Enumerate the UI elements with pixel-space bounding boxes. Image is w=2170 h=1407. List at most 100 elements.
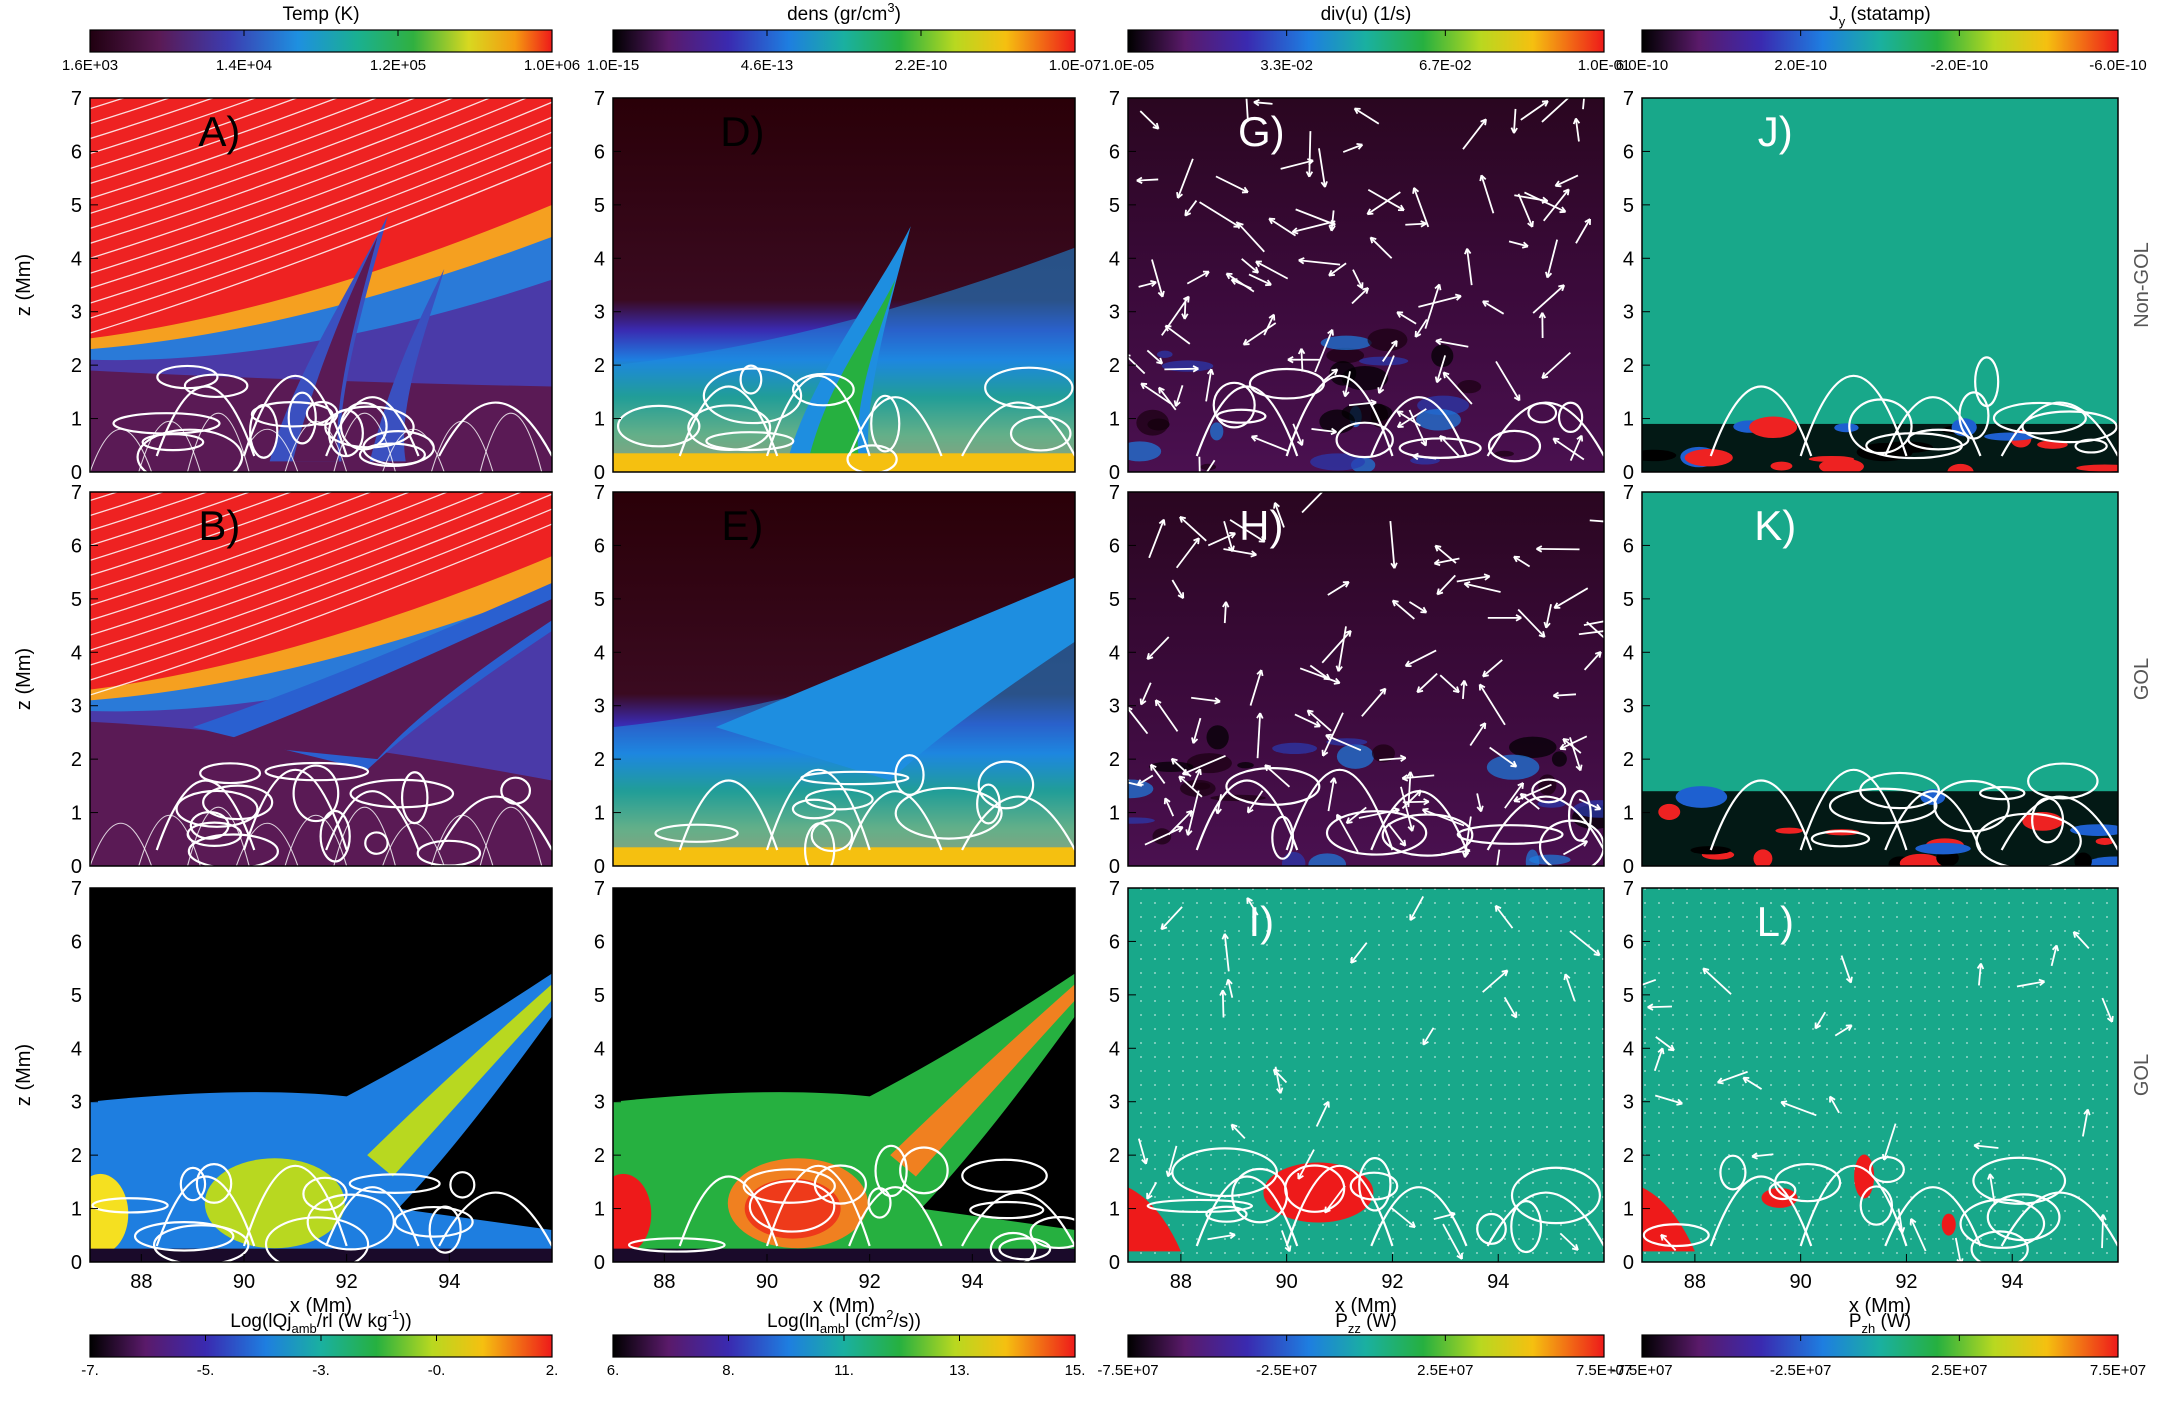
arrow-head <box>1276 1087 1284 1094</box>
y-tick-label: 4 <box>1109 1038 1120 1060</box>
arrow-head <box>1268 313 1276 321</box>
arrow-head <box>1230 1123 1238 1131</box>
y-tick-label: 3 <box>1109 696 1120 718</box>
flux-wedge <box>1128 1187 1181 1252</box>
arrow-head <box>1193 537 1200 545</box>
panels: A) D) G) J) B) E) H) K) C) F) I) L) <box>89 82 2119 1263</box>
velocity-arrow <box>1205 459 1216 472</box>
arrow-head <box>1814 1022 1822 1030</box>
contour-line <box>961 1158 1048 1193</box>
divergence-blob <box>1551 751 1567 767</box>
arrow-head <box>1897 1226 1906 1234</box>
colorbar-top-0: Temp (K) 1.6E+03 1.4E+04 1.2E+05 1.0E+06 <box>62 4 580 74</box>
arrow-head <box>1464 847 1471 855</box>
arrow-head <box>1136 176 1143 185</box>
contour-line <box>202 784 274 821</box>
arrow-head <box>1139 698 1147 706</box>
contour-arch <box>961 1191 1075 1247</box>
contour-arch <box>1195 779 1299 851</box>
y-tick-label: 3 <box>1109 1092 1120 1114</box>
contour-arch <box>155 1175 256 1247</box>
arrow-head <box>1252 266 1260 274</box>
x-tick-label: 90 <box>1790 1271 1812 1293</box>
arrow-head <box>1538 631 1546 638</box>
panel-frame <box>1641 97 2119 473</box>
arrow-head <box>1333 677 1341 685</box>
arrow-head <box>1178 775 1186 783</box>
jet-streak <box>890 984 1075 1177</box>
contour-arch <box>848 1186 943 1247</box>
colorbar-tick-label: -2.0E-10 <box>1931 57 1989 74</box>
arrow-head <box>1250 434 1258 442</box>
arrow-head <box>1214 697 1221 705</box>
y-tick-label: 0 <box>1109 856 1120 878</box>
colorbar-tick-label: 8. <box>722 1362 735 1379</box>
velocity-arrow <box>1569 930 1601 957</box>
y-tick-label: 4 <box>1623 1038 1634 1060</box>
field-line <box>90 492 165 517</box>
y-tick-label: 0 <box>1623 462 1634 484</box>
contour-arch <box>1709 779 1813 851</box>
colorbar-title: Pzz (W) <box>1335 1311 1397 1336</box>
arrow-head <box>2106 1015 2114 1023</box>
contour-line <box>1859 771 1940 810</box>
arrow-head <box>1562 188 1570 196</box>
y-tick-label: 1 <box>1623 803 1634 825</box>
field-line <box>90 492 373 591</box>
y-tick-label: 7 <box>594 878 605 900</box>
arrow-head <box>1667 1044 1675 1052</box>
y-tick-label: 7 <box>1109 88 1120 110</box>
arrow-head <box>1206 368 1215 376</box>
velocity-arrow <box>1466 248 1473 286</box>
arrow-head <box>1186 809 1193 817</box>
contour-line <box>654 823 739 843</box>
field-line <box>90 98 455 229</box>
velocity-arrow <box>1392 599 1415 620</box>
field-line <box>90 493 552 666</box>
contour-arch <box>1285 1165 1394 1247</box>
y-tick-label: 1 <box>71 803 82 825</box>
velocity-arrow <box>1280 159 1314 170</box>
velocity-arrow <box>1361 688 1387 717</box>
contour-line <box>186 821 243 848</box>
velocity-arrow <box>1489 746 1517 768</box>
contour-line <box>428 1205 462 1254</box>
arrow-head <box>1243 82 1249 87</box>
contour-line <box>1009 415 1072 452</box>
colorbar-title: div(u) (1/s) <box>1321 4 1412 25</box>
dense-jet <box>715 577 1075 781</box>
y-tick-label: 3 <box>594 696 605 718</box>
y-tick-label: 1 <box>594 803 605 825</box>
arrow-head <box>1362 287 1370 294</box>
x-tick-label: 90 <box>1276 1271 1298 1293</box>
contour-line <box>179 1166 207 1202</box>
y-tick-label: 2 <box>1623 1145 1634 1167</box>
arrow-head <box>1314 720 1321 728</box>
panel-frame <box>89 97 553 473</box>
arrow-head <box>1456 1252 1463 1260</box>
divergence-blob <box>1367 328 1408 352</box>
panel-letter: H) <box>1239 502 1283 549</box>
arrow-head <box>1391 599 1399 607</box>
current-blob <box>2095 837 2114 845</box>
arrow-head <box>1553 602 1561 609</box>
y-tick-label: 1 <box>71 409 82 431</box>
velocity-arrow <box>1182 754 1226 776</box>
arrow-head <box>1515 614 1522 622</box>
velocity-arrow <box>1150 764 1166 784</box>
y-tick-label: 5 <box>1623 985 1634 1007</box>
colorbar-bottom-2: Pzz (W) -7.5E+07 -2.5E+07 2.5E+07 7.5E+07 <box>1097 1311 1632 1379</box>
arrow-head <box>1461 851 1470 858</box>
contour-line <box>976 783 1001 825</box>
arrow-head <box>1479 174 1487 182</box>
velocity-arrow <box>1424 284 1441 329</box>
x-tick-label: 88 <box>1170 1271 1192 1293</box>
panel-j <box>1642 98 2118 472</box>
field-line <box>90 492 293 562</box>
velocity-arrow <box>1517 608 1546 638</box>
contour-line <box>702 367 803 425</box>
y-tick-label: 3 <box>1623 302 1634 324</box>
arrow-head <box>1742 1076 1750 1084</box>
y-tick-label: 6 <box>1623 141 1634 163</box>
arrow-head <box>1575 764 1583 772</box>
